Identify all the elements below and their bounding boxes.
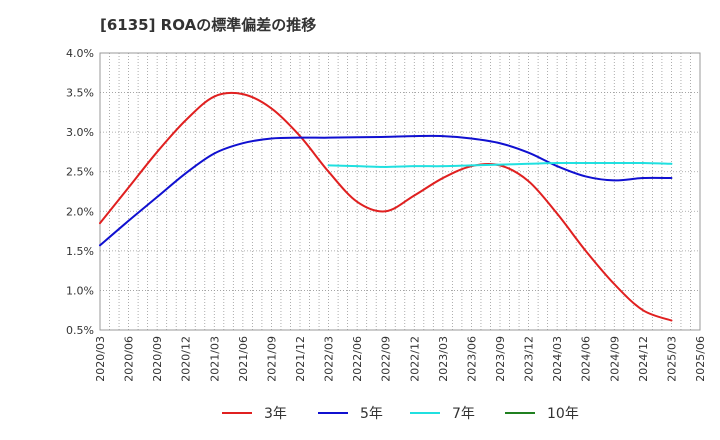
x-tick-label: 2022/09 <box>380 336 393 382</box>
x-tick-label: 2021/03 <box>208 336 221 382</box>
x-tick-label: 2024/06 <box>580 336 593 382</box>
y-tick-label: 2.5% <box>66 166 94 179</box>
x-tick-label: 2024/03 <box>551 336 564 382</box>
legend-label-4: 10年 <box>547 406 579 422</box>
x-tick-label: 2024/12 <box>637 336 650 382</box>
y-axis-ticks: 4.0% 3.5% 3.0% 2.5% 2.0% 1.5% 1.0% 0.5% <box>66 47 94 337</box>
series-line-3 <box>327 161 673 168</box>
legend-label-3: 7年 <box>452 406 475 422</box>
x-tick-label: 2023/12 <box>523 336 536 382</box>
y-tick-label: 2.0% <box>66 205 94 218</box>
x-tick-label: 2020/03 <box>94 336 107 382</box>
x-tick-label: 2023/03 <box>437 336 450 382</box>
x-tick-label: 2020/12 <box>180 336 193 382</box>
legend: 3年 5年 7年 10年 <box>222 406 579 422</box>
x-tick-label: 2025/06 <box>694 336 707 382</box>
series-line-1 <box>99 91 673 322</box>
x-tick-label: 2023/09 <box>494 336 507 382</box>
series-line-2 <box>99 134 673 247</box>
y-tick-label: 3.5% <box>66 87 94 100</box>
x-tick-label: 2021/12 <box>294 336 307 382</box>
legend-label-1: 3年 <box>264 406 287 422</box>
x-tick-label: 2022/06 <box>351 336 364 382</box>
plot-frame <box>99 52 701 331</box>
y-tick-label: 1.0% <box>66 284 94 297</box>
x-tick-label: 2020/09 <box>151 336 164 382</box>
x-tick-label: 2025/03 <box>665 336 678 382</box>
series-layer <box>99 91 673 322</box>
y-tick-label: 0.5% <box>66 324 94 337</box>
y-tick-label: 3.0% <box>66 126 94 139</box>
x-tick-label: 2024/09 <box>608 336 621 382</box>
grid-layer <box>99 52 701 331</box>
y-tick-label: 4.0% <box>66 47 94 60</box>
x-tick-label: 2020/06 <box>123 336 136 382</box>
y-tick-label: 1.5% <box>66 245 94 258</box>
x-tick-label: 2021/06 <box>237 336 250 382</box>
x-tick-label: 2021/09 <box>265 336 278 382</box>
x-tick-label: 2022/03 <box>323 336 336 382</box>
chart-title: [6135] ROAの標準偏差の推移 <box>100 16 317 34</box>
legend-label-2: 5年 <box>360 406 383 422</box>
x-axis-ticks: 2020/03 2020/06 2020/09 2020/12 2021/03 2021/… <box>94 336 707 382</box>
x-tick-label: 2022/12 <box>408 336 421 382</box>
x-tick-label: 2023/06 <box>465 336 478 382</box>
